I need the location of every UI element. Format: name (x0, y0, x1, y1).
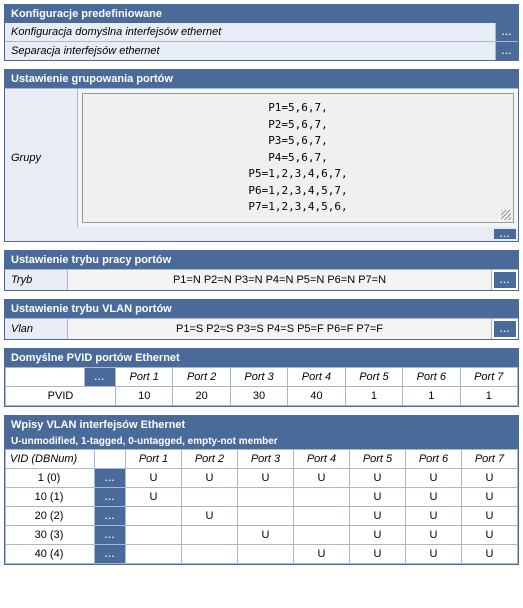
port-header: Port 2 (173, 367, 230, 386)
groups-textbox[interactable]: P1=5,6,7, P2=5,6,7, P3=5,6,7, P4=5,6,7, … (82, 93, 514, 223)
edit-vlan-entry-button[interactable]: ... (95, 506, 126, 525)
edit-groups-button[interactable]: ... (494, 229, 516, 239)
vlan-member-cell (182, 544, 238, 563)
port-header: Port 3 (230, 367, 287, 386)
vlan-member-cell: U (462, 525, 518, 544)
resize-handle-icon[interactable] (501, 210, 511, 220)
vlan-member-cell (294, 487, 350, 506)
port-header: Port 3 (238, 449, 294, 468)
panel-header: Domyślne PVID portów Ethernet (5, 349, 518, 367)
pvid-panel: Domyślne PVID portów Ethernet ...Port 1P… (4, 348, 519, 407)
mode-value: P1=N P2=N P3=N P4=N P5=N P6=N P7=N (68, 270, 492, 290)
vlan-member-cell: U (406, 487, 462, 506)
groups-content: P1=5,6,7, P2=5,6,7, P3=5,6,7, P4=5,6,7, … (78, 89, 518, 227)
pvid-value: 1 (345, 386, 402, 405)
vlan-member-cell: U (406, 468, 462, 487)
edit-vlan-button[interactable]: ... (494, 321, 516, 337)
panel-subheader: U-unmodified, 1-tagged, 0-untagged, empt… (5, 434, 518, 449)
vid-cell: 10 (1) (6, 487, 95, 506)
panel-header: Wpisy VLAN interfejsów Ethernet (5, 416, 518, 434)
vid-cell: 20 (2) (6, 506, 95, 525)
pvid-value: 1 (403, 386, 460, 405)
vlan-member-cell: U (294, 544, 350, 563)
vlan-member-cell: U (350, 544, 406, 563)
vlan-member-cell: U (182, 506, 238, 525)
vlan-member-cell: U (406, 544, 462, 563)
panel-header: Ustawienie grupowania portów (5, 70, 518, 88)
vlan-member-cell: U (350, 506, 406, 525)
pvid-value: 10 (116, 386, 173, 405)
edit-vlan-entry-button[interactable]: ... (95, 487, 126, 506)
vlan-member-cell (294, 506, 350, 525)
port-grouping-panel: Ustawienie grupowania portów Grupy P1=5,… (4, 69, 519, 242)
pvid-table: ...Port 1Port 2Port 3Port 4Port 5Port 6P… (5, 367, 518, 406)
predefined-configs-panel: Konfiguracje predefiniowane Konfiguracja… (4, 4, 519, 61)
panel-header: Ustawienie trybu pracy portów (5, 251, 518, 269)
vlan-member-cell (182, 525, 238, 544)
mode-label: Tryb (5, 270, 68, 290)
pvid-value: 40 (288, 386, 345, 405)
vid-header: VID (DBNum) (6, 449, 95, 468)
groups-label: Grupy (5, 89, 78, 227)
vlan-member-cell: U (462, 468, 518, 487)
vlan-member-cell (126, 506, 182, 525)
vlan-member-cell (126, 544, 182, 563)
port-header: Port 2 (182, 449, 238, 468)
config-apply-button[interactable]: ... (496, 23, 518, 41)
vlan-member-cell (182, 487, 238, 506)
port-header: Port 1 (116, 367, 173, 386)
vlan-member-cell: U (182, 468, 238, 487)
vid-cell: 30 (3) (6, 525, 95, 544)
port-header: Port 7 (462, 449, 518, 468)
pvid-value: 30 (230, 386, 287, 405)
vlan-label: Vlan (5, 319, 68, 339)
config-item: Konfiguracja domyślna interfejsów ethern… (5, 23, 496, 41)
vlan-member-cell: U (462, 506, 518, 525)
vlan-member-cell: U (350, 525, 406, 544)
vlan-member-cell: U (238, 525, 294, 544)
vlan-member-cell: U (462, 544, 518, 563)
vlan-entries-panel: Wpisy VLAN interfejsów Ethernet U-unmodi… (4, 415, 519, 565)
vlan-member-cell: U (126, 487, 182, 506)
edit-vlan-entry-button[interactable]: ... (95, 544, 126, 563)
port-header: Port 4 (294, 449, 350, 468)
vlan-member-cell (238, 544, 294, 563)
pvid-value: 20 (173, 386, 230, 405)
vlan-member-cell: U (406, 506, 462, 525)
vid-cell: 1 (0) (6, 468, 95, 487)
vlan-member-cell: U (294, 468, 350, 487)
vlan-entries-table: VID (DBNum)Port 1Port 2Port 3Port 4Port … (5, 449, 518, 564)
vlan-member-cell (238, 506, 294, 525)
port-header: Port 5 (345, 367, 402, 386)
vlan-member-cell (294, 525, 350, 544)
vlan-member-cell: U (238, 468, 294, 487)
vlan-member-cell (126, 525, 182, 544)
vlan-member-cell: U (462, 487, 518, 506)
port-header: Port 6 (403, 367, 460, 386)
port-header: Port 6 (406, 449, 462, 468)
vlan-member-cell: U (350, 487, 406, 506)
edit-vlan-entry-button[interactable]: ... (95, 468, 126, 487)
port-header: Port 4 (288, 367, 345, 386)
vlan-member-cell: U (126, 468, 182, 487)
panel-header: Ustawienie trybu VLAN portów (5, 300, 518, 318)
edit-vlan-entry-button[interactable]: ... (95, 525, 126, 544)
port-header: Port 1 (126, 449, 182, 468)
port-header: Port 5 (350, 449, 406, 468)
edit-pvid-button[interactable]: ... (85, 367, 116, 386)
config-item: Separacja interfejsów ethernet (5, 42, 496, 60)
pvid-row-label: PVID (6, 386, 116, 405)
vlan-member-cell: U (406, 525, 462, 544)
edit-mode-button[interactable]: ... (494, 272, 516, 288)
panel-header: Konfiguracje predefiniowane (5, 5, 518, 23)
vlan-member-cell: U (350, 468, 406, 487)
vlan-member-cell (238, 487, 294, 506)
vlan-value: P1=S P2=S P3=S P4=S P5=F P6=F P7=F (68, 319, 492, 339)
vid-cell: 40 (4) (6, 544, 95, 563)
vlan-mode-panel: Ustawienie trybu VLAN portów Vlan P1=S P… (4, 299, 519, 340)
port-header: Port 7 (460, 367, 517, 386)
pvid-value: 1 (460, 386, 517, 405)
config-apply-button[interactable]: ... (496, 42, 518, 60)
port-mode-panel: Ustawienie trybu pracy portów Tryb P1=N … (4, 250, 519, 291)
